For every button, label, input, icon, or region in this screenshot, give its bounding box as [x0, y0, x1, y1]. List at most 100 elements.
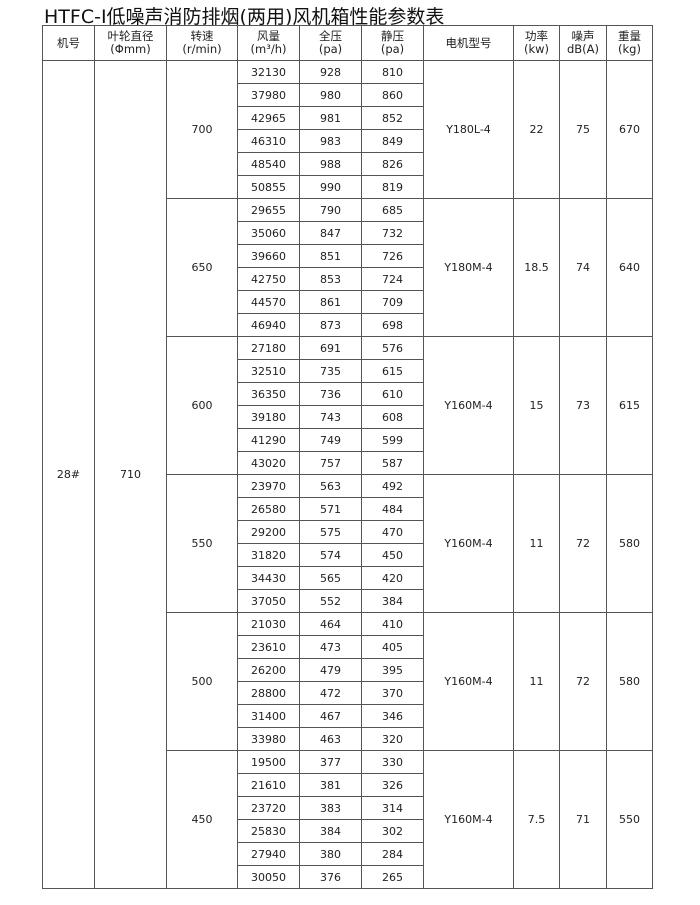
air-volume-cell: 42750 [237, 267, 300, 291]
static-pressure-cell: 284 [361, 842, 424, 866]
table-row: 26200 479 395 [43, 658, 653, 682]
header-static-pressure: 静压 (pa) [361, 25, 424, 61]
power-cell: 18.5 [513, 198, 560, 337]
air-volume-cell: 36350 [237, 382, 300, 406]
air-volume-cell: 34430 [237, 566, 300, 590]
static-pressure-cell: 370 [361, 681, 424, 705]
air-volume-cell: 23970 [237, 474, 300, 498]
header-total-pressure: 全压 (pa) [299, 25, 362, 61]
header-label: 风量 [257, 29, 280, 43]
motor-model-cell: Y160M-4 [423, 750, 514, 889]
header-weight: 重量 (kg) [606, 25, 653, 61]
table-row: 28800 472 370 [43, 681, 653, 705]
total-pressure-cell: 735 [299, 359, 362, 383]
static-pressure-cell: 320 [361, 727, 424, 751]
air-volume-cell: 31820 [237, 543, 300, 567]
header-unit: dB(A) [566, 42, 600, 56]
weight-cell: 580 [606, 474, 653, 613]
header-label: 全压 [319, 29, 342, 43]
header-noise: 噪声 dB(A) [559, 25, 607, 61]
noise-cell: 71 [559, 750, 607, 889]
table-row: 21610 381 326 [43, 773, 653, 797]
table-row: 31820 574 450 [43, 543, 653, 567]
air-volume-cell: 46310 [237, 129, 300, 153]
total-pressure-cell: 376 [299, 865, 362, 889]
total-pressure-cell: 853 [299, 267, 362, 291]
total-pressure-cell: 988 [299, 152, 362, 176]
air-volume-cell: 33980 [237, 727, 300, 751]
static-pressure-cell: 314 [361, 796, 424, 820]
air-volume-cell: 37980 [237, 83, 300, 107]
table-row: 39180 743 608 [43, 405, 653, 429]
static-pressure-cell: 405 [361, 635, 424, 659]
total-pressure-cell: 565 [299, 566, 362, 590]
weight-cell: 670 [606, 60, 653, 199]
table-row: 500 21030 464 410 Y160M-4 11 72 580 [43, 612, 653, 751]
air-volume-cell: 32510 [237, 359, 300, 383]
total-pressure-cell: 736 [299, 382, 362, 406]
weight-cell: 550 [606, 750, 653, 889]
static-pressure-cell: 709 [361, 290, 424, 314]
total-pressure-cell: 383 [299, 796, 362, 820]
table-row: 36350 736 610 [43, 382, 653, 406]
table-row: 42965 981 852 [43, 106, 653, 130]
table-row: 31400 467 346 [43, 704, 653, 728]
static-pressure-cell: 849 [361, 129, 424, 153]
air-volume-cell: 37050 [237, 589, 300, 613]
air-volume-cell: 23610 [237, 635, 300, 659]
total-pressure-cell: 691 [299, 336, 362, 360]
total-pressure-cell: 463 [299, 727, 362, 751]
header-unit: (pa) [318, 42, 343, 56]
air-volume-cell: 50855 [237, 175, 300, 199]
noise-cell: 72 [559, 612, 607, 751]
total-pressure-cell: 464 [299, 612, 362, 636]
header-unit: (kg) [618, 42, 641, 56]
header-unit: (Φmm) [110, 42, 151, 56]
table-row: 23610 473 405 [43, 635, 653, 659]
total-pressure-cell: 381 [299, 773, 362, 797]
static-pressure-cell: 819 [361, 175, 424, 199]
air-volume-cell: 23720 [237, 796, 300, 820]
motor-model-cell: Y160M-4 [423, 612, 514, 751]
header-row: 机号 叶轮直径 (Φmm) 转速 (r/min) 风量 (m³/h) 全压 (pa) 静压 (pa)… [42, 25, 653, 61]
table-row: 26580 571 484 [43, 497, 653, 521]
total-pressure-cell: 873 [299, 313, 362, 337]
header-label: 噪声 [571, 29, 595, 43]
static-pressure-cell: 384 [361, 589, 424, 613]
static-pressure-cell: 599 [361, 428, 424, 452]
static-pressure-cell: 450 [361, 543, 424, 567]
air-volume-cell: 19500 [237, 750, 300, 774]
table-row: 32510 735 615 [43, 359, 653, 383]
static-pressure-cell: 608 [361, 405, 424, 429]
air-volume-cell: 27180 [237, 336, 300, 360]
noise-cell: 75 [559, 60, 607, 199]
header-label: 机号 [57, 35, 80, 50]
table-row: 44570 861 709 [43, 290, 653, 314]
static-pressure-cell: 395 [361, 658, 424, 682]
table-row: 37050 552 384 [43, 589, 653, 613]
static-pressure-cell: 420 [361, 566, 424, 590]
air-volume-cell: 39660 [237, 244, 300, 268]
air-volume-cell: 32130 [237, 60, 300, 84]
static-pressure-cell: 484 [361, 497, 424, 521]
air-volume-cell: 44570 [237, 290, 300, 314]
air-volume-cell: 27940 [237, 842, 300, 866]
total-pressure-cell: 790 [299, 198, 362, 222]
power-cell: 15 [513, 336, 560, 475]
air-volume-cell: 28800 [237, 681, 300, 705]
total-pressure-cell: 743 [299, 405, 362, 429]
weight-cell: 640 [606, 198, 653, 337]
header-air-volume: 风量 (m³/h) [237, 25, 300, 61]
motor-model-cell: Y180L-4 [423, 60, 514, 199]
header-unit: (kw) [523, 42, 550, 56]
machine-no-cell: 28# [42, 60, 95, 889]
total-pressure-cell: 851 [299, 244, 362, 268]
header-label: 电机型号 [445, 35, 492, 50]
noise-cell: 73 [559, 336, 607, 475]
speed-cell: 650 [166, 198, 238, 337]
header-label: 转速 [190, 29, 214, 43]
static-pressure-cell: 615 [361, 359, 424, 383]
total-pressure-cell: 980 [299, 83, 362, 107]
air-volume-cell: 29655 [237, 198, 300, 222]
static-pressure-cell: 346 [361, 704, 424, 728]
